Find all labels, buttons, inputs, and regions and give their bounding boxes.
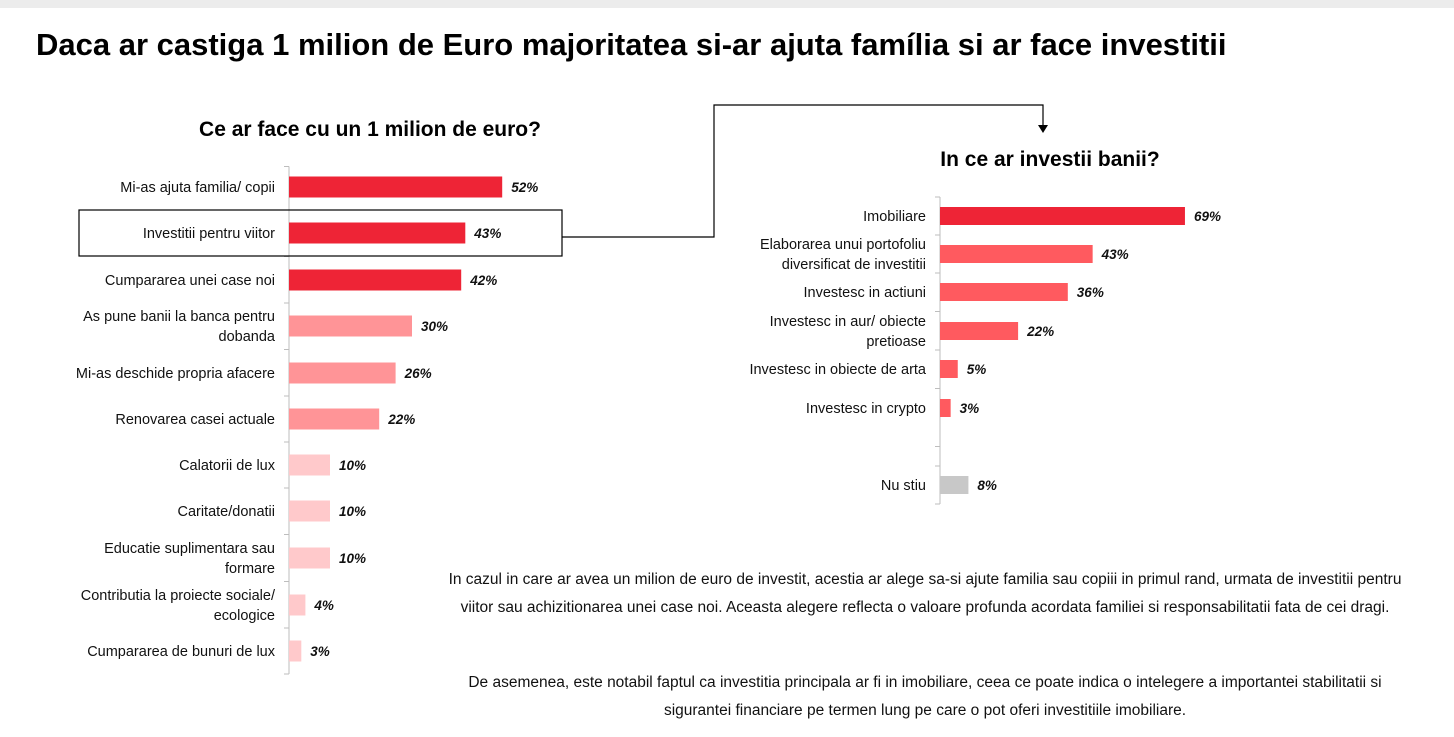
value-label: 5% [967,362,987,377]
bar [289,454,330,476]
right-chart-title: In ce ar investii banii? [940,148,1160,171]
category-label: Nu stiu [881,478,926,494]
left-chart-title: Ce ar face cu un 1 milion de euro? [199,118,541,141]
callout-connector [78,104,1048,257]
value-label: 10% [339,504,366,519]
category-label: Mi-as ajuta familia/ copii [120,180,275,196]
category-label: Cumpararea unei case noi [105,273,275,289]
category-label: Investesc in actiuni [803,285,926,301]
category-label: As pune banii la banca pentru dobanda [83,309,276,345]
bar [289,176,503,198]
bar [289,640,302,662]
value-label: 42% [469,273,497,288]
connector-line [562,104,1044,238]
bar [289,269,462,291]
category-label: Elaborarea unui portofoliu diversificat d… [760,237,926,273]
bar [940,399,951,417]
value-label: 43% [1101,247,1129,262]
bar [289,222,466,244]
value-label: 30% [421,319,448,334]
bar [289,408,380,430]
category-label: Investesc in crypto [806,401,926,417]
value-label: 69% [1194,209,1221,224]
page-title: Daca ar castiga 1 milion de Euro majorit… [36,27,1227,62]
category-label: Mi-as deschide propria afacere [76,366,275,382]
bar [289,315,412,337]
category-label: Investesc in aur/ obiecte pretioase [770,314,926,350]
value-label: 26% [404,366,432,381]
connector-arrowhead [1038,125,1048,133]
bar [940,245,1093,263]
category-label: Educatie suplimentara sau formare [104,541,275,577]
value-label: 22% [1026,324,1054,339]
bar [940,207,1185,225]
bar [289,362,396,384]
category-label: Investesc in obiecte de arta [749,362,926,378]
value-label: 10% [339,458,366,473]
bar [289,594,306,616]
bar [289,547,330,569]
bar [940,360,958,378]
summary-paragraph-1: In cazul in care ar avea un milion de eu… [448,571,1402,616]
summary-paragraph-2: De asemenea, este notabil faptul ca inve… [468,674,1382,719]
right-bar-chart: 69% Imobiliare 43% Elaborarea unui portofol… [749,196,1221,505]
bar [940,476,969,494]
value-label: 4% [313,598,334,613]
value-label: 36% [1077,285,1104,300]
category-label: Imobiliare [863,209,926,225]
bar [940,283,1068,301]
value-label: 43% [473,226,501,241]
value-label: 3% [310,644,330,659]
category-label: Contributia la proiecte sociale/ecologic… [81,588,276,624]
value-label: 22% [387,412,415,427]
top-band [0,0,1454,8]
bar [940,322,1019,340]
left-bar-chart: 52% Mi-as ajuta familia/ copii 43% Investit… [76,166,538,675]
value-label: 3% [960,401,980,416]
category-label: Renovarea casei actuale [115,412,275,428]
value-label: 8% [977,478,997,493]
category-label: Caritate/donatii [177,504,275,520]
value-label: 52% [511,180,538,195]
highlight-box [78,209,563,257]
category-label: Cumpararea de bunuri de lux [87,644,276,660]
bar [289,500,330,522]
value-label: 10% [339,551,366,566]
category-label: Calatorii de lux [179,458,276,474]
category-label: Investitii pentru viitor [143,226,275,242]
